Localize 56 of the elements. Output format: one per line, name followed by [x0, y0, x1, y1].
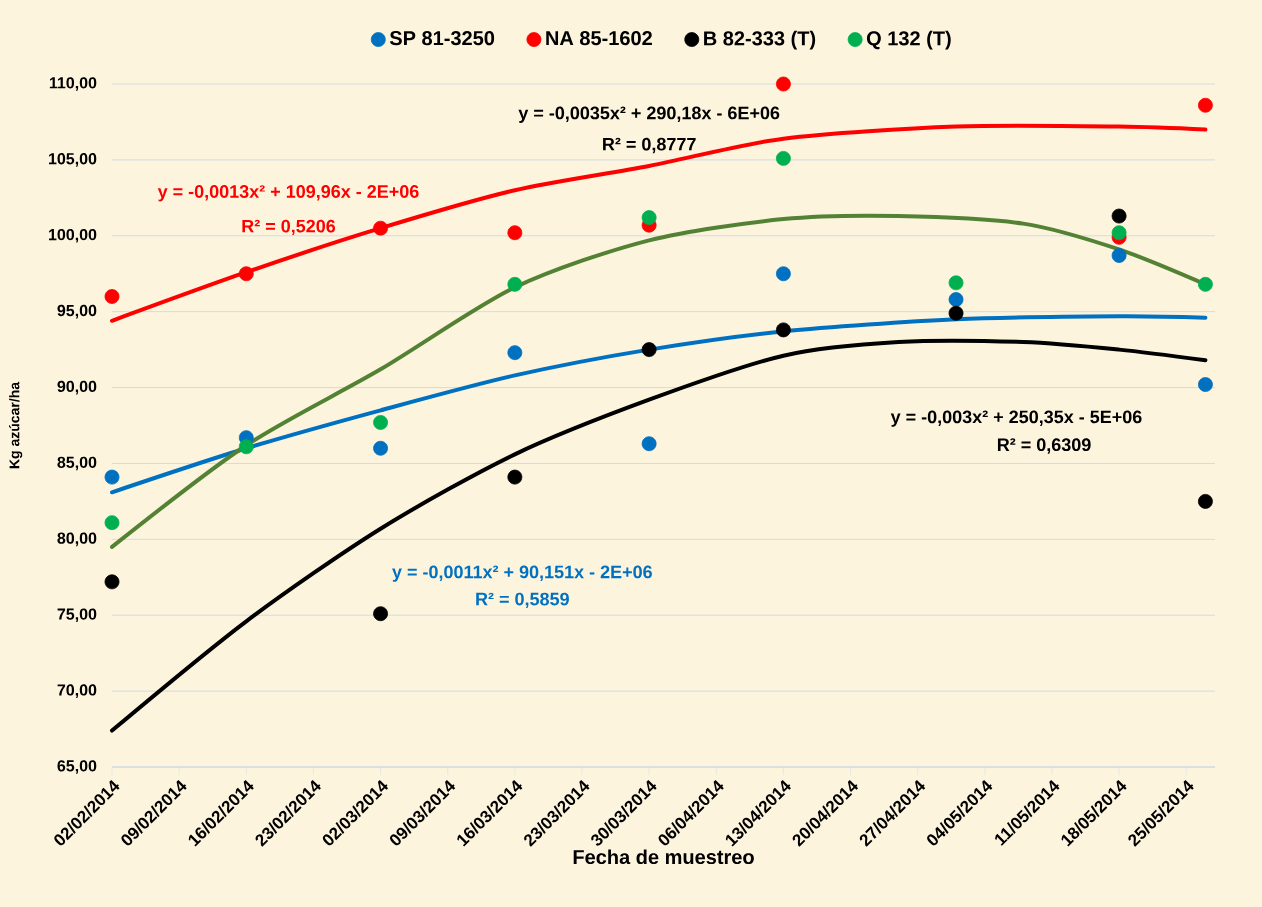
- y-tick-label: 65,00: [57, 760, 97, 774]
- point: [1198, 493, 1213, 509]
- point: [507, 469, 523, 485]
- point: [104, 469, 120, 485]
- point: [104, 289, 120, 304]
- legend-label: NA 85-1602: [546, 31, 652, 46]
- point: [1111, 248, 1127, 263]
- annotation: y = -0,003x² + 250,35x - 5E+06: [890, 410, 1142, 427]
- point: [776, 150, 791, 166]
- annotation: y = -0,0035x² + 290,18x - 6E+06: [518, 106, 780, 123]
- point: [948, 275, 964, 291]
- legend-label: SP 81-3250: [389, 31, 495, 46]
- annotation: R² = 0,5859: [476, 592, 569, 609]
- y-tick-label: 90,00: [57, 380, 97, 395]
- x-axis-title: Fecha de muestreo: [573, 849, 754, 865]
- legend-label: Q 132 (T): [866, 30, 951, 50]
- point: [776, 76, 791, 92]
- y-tick-label: 110,00: [49, 77, 97, 91]
- point: [776, 266, 791, 282]
- y-axis-title: Kg azúcar/ha: [9, 381, 23, 469]
- annotation: R² = 0,8777: [603, 137, 696, 154]
- point: [641, 210, 657, 225]
- legend-label: B 82-333 (T): [704, 30, 816, 50]
- point: [238, 266, 254, 282]
- point: [1198, 377, 1213, 392]
- point: [104, 515, 120, 531]
- point: [373, 415, 388, 430]
- point: [948, 292, 964, 307]
- y-tick-label: 75,00: [57, 608, 97, 623]
- point: [373, 220, 388, 236]
- point: [373, 440, 388, 456]
- point: [948, 305, 964, 321]
- y-tick-label: 95,00: [57, 304, 97, 319]
- annotation: y = -0,0011x² + 90,151x - 2E+06: [392, 565, 652, 582]
- point: [507, 276, 523, 292]
- y-tick-label: 85,00: [57, 456, 97, 471]
- point: [507, 345, 523, 361]
- point: [507, 225, 523, 241]
- y-tick-label: 70,00: [57, 684, 97, 698]
- point: [776, 322, 791, 338]
- annotation: R² = 0,6309: [997, 438, 1091, 454]
- point: [641, 342, 657, 358]
- y-tick-label: 100,00: [49, 228, 97, 243]
- point: [1111, 225, 1127, 241]
- point: [1111, 208, 1127, 224]
- y-tick-label: 80,00: [57, 532, 97, 547]
- point: [238, 439, 254, 455]
- point: [1198, 276, 1213, 292]
- line-series: [110, 123, 1208, 323]
- point: [1198, 97, 1213, 113]
- point: [104, 574, 120, 590]
- annotation: y = -0,0013x² + 109,96x - 2E+06: [157, 185, 419, 202]
- point: [641, 436, 657, 452]
- annotation: R² = 0,5206: [242, 219, 336, 236]
- point: [373, 606, 388, 622]
- y-tick-label: 105,00: [49, 153, 97, 167]
